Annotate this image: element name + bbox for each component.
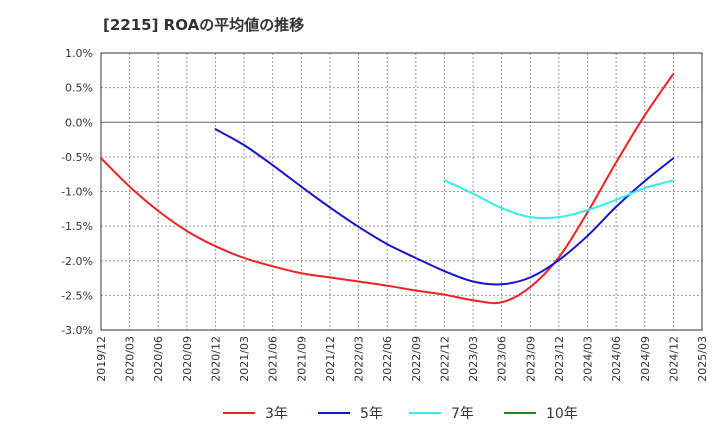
y-tick-label: -1.0%	[61, 186, 93, 199]
x-tick-label: 2022/03	[353, 336, 366, 382]
x-tick-label: 2024/06	[610, 336, 623, 382]
x-tick-label: 2021/06	[267, 336, 280, 382]
series-line-2	[214, 128, 675, 286]
x-tick-label: 2022/09	[410, 336, 423, 382]
x-tick-label: 2021/09	[295, 336, 308, 382]
x-tick-label: 2023/09	[524, 336, 537, 382]
x-tick-label: 2024/03	[582, 336, 595, 382]
x-tick-label: 2024/12	[667, 336, 680, 382]
legend-label: 7年	[451, 406, 474, 422]
x-tick-label: 2020/03	[124, 336, 137, 382]
x-tick-label: 2021/12	[324, 336, 337, 382]
series-line-3	[443, 179, 675, 220]
x-tick-label: 2021/03	[238, 336, 251, 382]
x-tick-label: 2020/12	[209, 336, 222, 382]
chart-title: [2215] ROAの平均値の推移	[103, 16, 305, 34]
x-tick-label: 2019/12	[95, 336, 108, 382]
series-line-1	[100, 72, 675, 305]
legend-label: 5年	[360, 406, 383, 422]
x-tick-label: 2023/12	[553, 336, 566, 382]
y-tick-label: -0.5%	[61, 151, 93, 164]
y-tick-label: -1.5%	[61, 220, 93, 233]
legend-label: 10年	[546, 406, 578, 422]
y-tick-label: 1.0%	[65, 47, 93, 60]
y-tick-label: 0.5%	[65, 82, 93, 95]
x-tick-label: 2020/06	[152, 336, 165, 382]
x-tick-label: 2023/06	[496, 336, 509, 382]
x-tick-label: 2022/12	[438, 336, 451, 382]
x-tick-label: 2024/09	[639, 336, 652, 382]
y-tick-label: -2.0%	[61, 255, 93, 268]
x-tick-label: 2020/09	[181, 336, 194, 382]
x-tick-label: 2025/03	[696, 336, 709, 382]
y-tick-label: -3.0%	[61, 324, 93, 337]
legend-label: 3年	[265, 406, 288, 422]
x-tick-label: 2022/06	[381, 336, 394, 382]
x-tick-label: 2023/03	[467, 336, 480, 382]
plot-frame	[100, 52, 703, 331]
y-tick-label: -2.5%	[61, 289, 93, 302]
y-tick-label: 0.0%	[65, 116, 93, 129]
